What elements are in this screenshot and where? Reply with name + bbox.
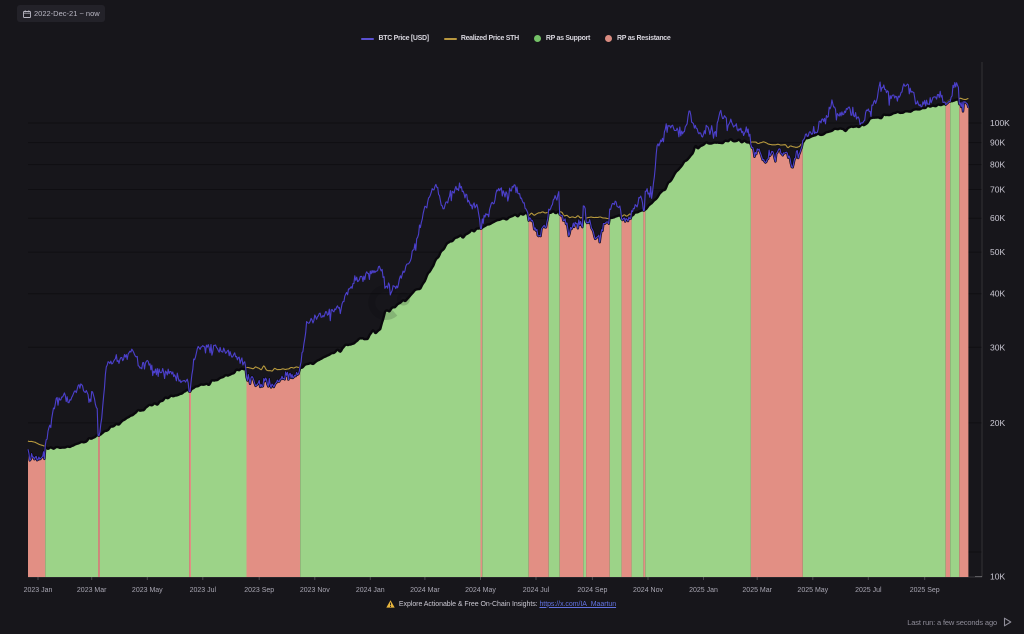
svg-text:60K: 60K <box>990 213 1005 223</box>
svg-text:2025 Jan: 2025 Jan <box>689 587 718 594</box>
svg-text:100K: 100K <box>990 118 1010 128</box>
svg-text:2025 May: 2025 May <box>797 587 828 594</box>
svg-text:2024 Jul: 2024 Jul <box>523 587 550 594</box>
svg-text:2023 Jul: 2023 Jul <box>190 587 217 594</box>
svg-text:2023 Jan: 2023 Jan <box>24 587 53 594</box>
svg-text:2025 Sep: 2025 Sep <box>910 587 940 594</box>
svg-text:20K: 20K <box>990 418 1005 428</box>
svg-text:2025 Mar: 2025 Mar <box>742 587 772 594</box>
svg-text:2023 Nov: 2023 Nov <box>300 587 330 594</box>
svg-text:80K: 80K <box>990 160 1005 170</box>
svg-text:2025 Jul: 2025 Jul <box>855 587 882 594</box>
svg-text:2024 Sep: 2024 Sep <box>577 587 607 594</box>
svg-text:2023 Mar: 2023 Mar <box>77 587 107 594</box>
svg-text:2023 Sep: 2023 Sep <box>244 587 274 594</box>
svg-text:2023 May: 2023 May <box>132 587 163 594</box>
svg-text:2024 Nov: 2024 Nov <box>633 587 663 594</box>
svg-text:30K: 30K <box>990 342 1005 352</box>
svg-text:2024 Mar: 2024 Mar <box>410 587 440 594</box>
svg-text:50K: 50K <box>990 247 1005 257</box>
svg-text:10K: 10K <box>990 572 1005 582</box>
svg-text:2024 May: 2024 May <box>465 587 496 594</box>
svg-text:2024 Jan: 2024 Jan <box>356 587 385 594</box>
svg-text:90K: 90K <box>990 138 1005 148</box>
svg-text:40K: 40K <box>990 289 1005 299</box>
svg-text:70K: 70K <box>990 185 1005 195</box>
